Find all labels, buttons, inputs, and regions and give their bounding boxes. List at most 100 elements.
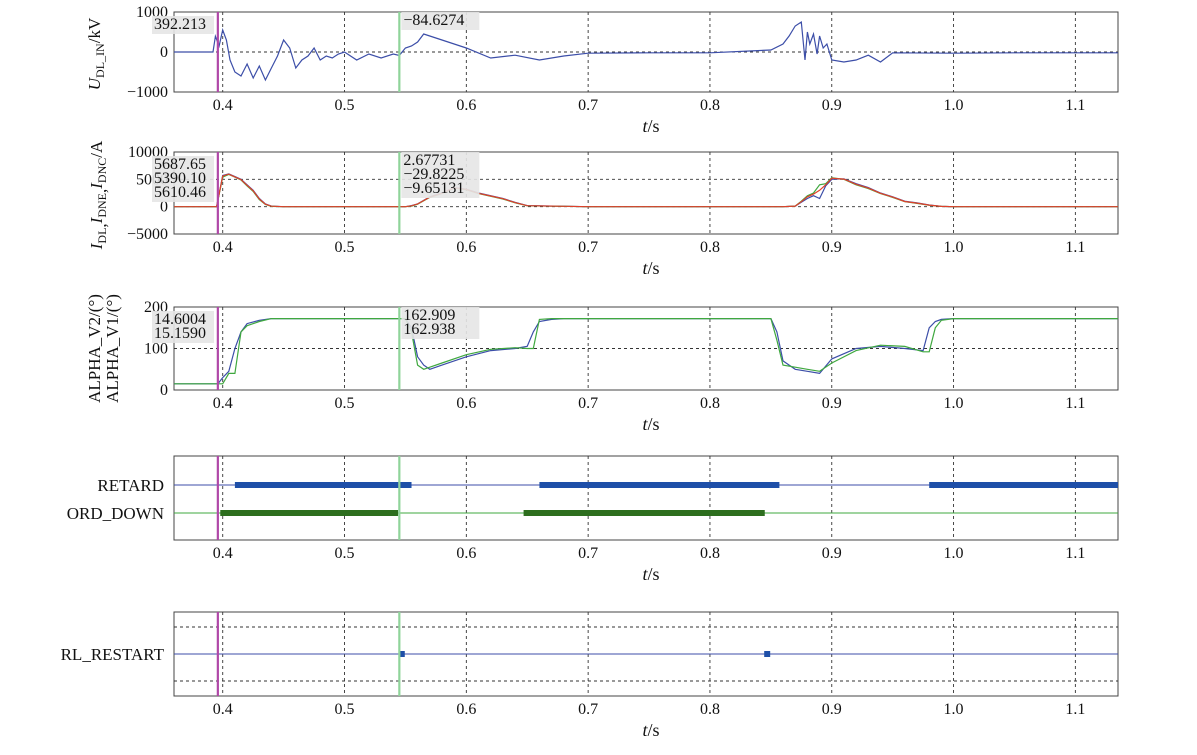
series-group [174, 173, 1118, 208]
cursor-value-label: 162.938 [403, 321, 455, 338]
cursor-value-label: 5610.46 [154, 184, 206, 201]
panel-5: 0.4 0.5 0.6 0.7 0.8 0.9 1.0 1.1 t/s RL_RESTART [61, 611, 1119, 740]
series-group [174, 20, 1118, 82]
y-tick-label: 0 [160, 382, 168, 399]
x-axis-label-unit: /s [648, 564, 660, 584]
x-tick-label: 0.4 [213, 701, 233, 718]
y-axis-label: UDL_IN/kV [85, 17, 107, 90]
panel-1: 0.4 0.5 0.6 0.7 0.8 0.9 1.0 1.1t/s10000−1000392… [85, 4, 1119, 136]
y-tick-label: −5000 [127, 226, 168, 243]
x-tick-label: 0.4 [213, 239, 233, 256]
cursor-label-box [152, 311, 214, 343]
x-tick-label: 0.7 [578, 239, 598, 256]
cursor-label-box [401, 12, 480, 30]
x-tick-label: 1.1 [1065, 395, 1085, 412]
cursor-label-box [152, 16, 214, 34]
x-axis-label: t/s [642, 414, 659, 434]
x-tick-label: 0.9 [822, 701, 842, 718]
x-tick-label: 0.7 [578, 701, 598, 718]
x-tick-label: 0.8 [700, 395, 720, 412]
x-tick-label: 0.9 [822, 395, 842, 412]
x-tick-label: 0.7 [578, 395, 598, 412]
series-line-1 [174, 173, 1118, 208]
y-tick-label: 0 [160, 44, 168, 61]
x-tick-label: 0.9 [822, 239, 842, 256]
x-tick-label: 0.6 [456, 545, 476, 562]
x-tick-label: 1.0 [944, 701, 964, 718]
series-line-2 [174, 173, 1118, 208]
y-axis-label-sub: DL_IN [93, 43, 107, 78]
x-tick-label: 0.7 [578, 545, 598, 562]
y-axis-label-unit: /A [87, 140, 106, 158]
plot-frame [173, 151, 1119, 235]
y-axis-label-var: I [87, 182, 106, 190]
x-axis-label-var: t [642, 116, 648, 136]
x-axis-label: t/s [642, 564, 659, 584]
x-axis-label-unit: /s [648, 258, 660, 278]
x-tick-label: 0.4 [213, 97, 233, 114]
y-axis-label: IDL,IDNE,IDNC/A [87, 140, 110, 250]
x-tick-label: 0.4 [213, 545, 233, 562]
x-tick-label: 1.0 [944, 97, 964, 114]
cursor-value-label: −84.6274 [403, 12, 464, 29]
y-axis-label-sub: DNE [95, 193, 109, 218]
x-axis-label-unit: /s [648, 720, 660, 740]
x-tick-label: 0.4 [213, 395, 233, 412]
x-tick-label: 0.6 [456, 239, 476, 256]
cursor-value-label: 15.1590 [154, 325, 206, 342]
y-axis-label-separator: , [91, 189, 110, 193]
cursor-value-label: 162.909 [403, 307, 455, 324]
y-axis-label-var: I [87, 242, 106, 250]
x-tick-label: 1.0 [944, 395, 964, 412]
x-tick-label: 1.1 [1065, 239, 1085, 256]
x-axis-label: t/s [642, 258, 659, 278]
cursor-value-label: 5390.10 [154, 170, 206, 187]
x-tick-label: 0.8 [700, 701, 720, 718]
x-axis-label-var: t [642, 564, 648, 584]
cursor-value-label: −9.65131 [403, 180, 464, 197]
x-axis-label-var: t [642, 258, 648, 278]
x-tick-label: 0.5 [335, 239, 355, 256]
panel-4: 0.4 0.5 0.6 0.7 0.8 0.9 1.0 1.1 t/s RETARD ORD_DOW… [67, 455, 1119, 584]
panel-3: 0.4 0.5 0.6 0.7 0.8 0.9 1.0 1.1t/s200100014.600… [85, 294, 1119, 434]
x-tick-label: 0.5 [335, 97, 355, 114]
y-axis-label-var: I [87, 216, 106, 224]
y-axis-label-separator: , [91, 223, 110, 227]
x-tick-label: 0.8 [700, 97, 720, 114]
series-line-2 [174, 318, 1118, 385]
x-tick-label: 0.5 [335, 545, 355, 562]
x-tick-label: 1.1 [1065, 545, 1085, 562]
y-axis-label-unit: /kV [85, 17, 104, 43]
x-tick-label: 0.6 [456, 701, 476, 718]
series-line-1 [174, 20, 1118, 82]
x-tick-label: 0.8 [700, 239, 720, 256]
plot-frame [173, 306, 1119, 391]
x-axis-label: t/s [642, 116, 659, 136]
x-tick-label: 0.8 [700, 545, 720, 562]
x-tick-label: 0.9 [822, 97, 842, 114]
signal-pulse-marker [398, 651, 405, 657]
x-axis-label-var: t [642, 414, 648, 434]
signal-label: ORD_DOWN [67, 504, 164, 523]
plot-frame [173, 455, 1119, 541]
series-line-3 [174, 173, 1118, 208]
y-tick-label: 0 [160, 199, 168, 216]
x-axis-label: t/s [642, 720, 659, 740]
signal-pulse-marker [764, 651, 771, 657]
y-tick-label: −1000 [127, 84, 168, 101]
y-tick-label: 100 [144, 341, 168, 358]
x-tick-label: 0.7 [578, 97, 598, 114]
cursor-value-label: 14.6004 [154, 311, 206, 328]
x-tick-label: 1.1 [1065, 97, 1085, 114]
x-tick-label: 0.5 [335, 701, 355, 718]
series-group [174, 318, 1118, 385]
y-axis-label-var: U [85, 76, 104, 90]
cursor-value-label: 2.67731 [403, 152, 455, 169]
signal-label: RETARD [97, 476, 164, 495]
x-axis-label-unit: /s [648, 414, 660, 434]
cursor-value-label: 5687.65 [154, 156, 206, 173]
x-axis-label-unit: /s [648, 116, 660, 136]
y-axis-label-sub: DNC [95, 158, 109, 183]
series-line-1 [174, 318, 1118, 385]
